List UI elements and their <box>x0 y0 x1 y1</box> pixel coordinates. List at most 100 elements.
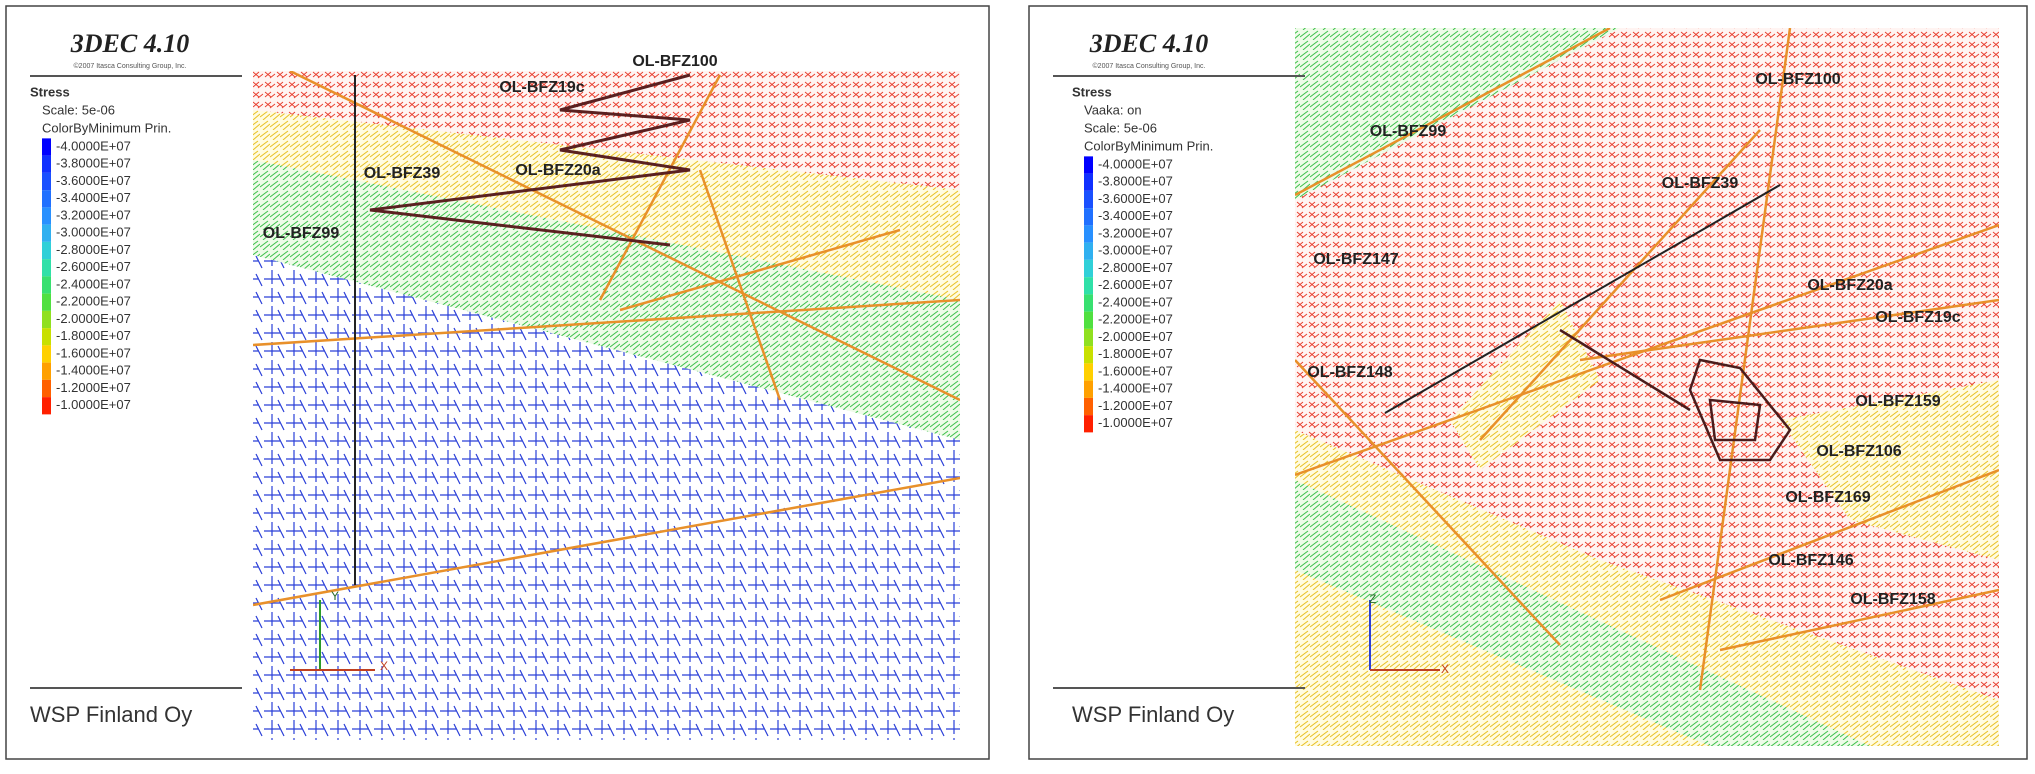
axis-label: Y <box>331 589 339 603</box>
colorbar-label: -2.8000E+07 <box>56 242 131 257</box>
colorbar-swatch <box>42 207 51 225</box>
axis-label: Z <box>1369 592 1376 606</box>
colorbar-label: -2.8000E+07 <box>1098 260 1173 275</box>
colorbar-swatch <box>1084 380 1093 398</box>
colorbar-label: -1.8000E+07 <box>1098 346 1173 361</box>
zone-label: OL-BFZ99 <box>263 225 340 242</box>
colorbar-swatch <box>1084 225 1093 243</box>
colorbar-label: -3.0000E+07 <box>1098 243 1173 258</box>
colorbar-label: -1.0000E+07 <box>1098 415 1173 430</box>
colorbar-swatch <box>1084 346 1093 364</box>
colorbar-swatch <box>1084 190 1093 209</box>
colorbar-swatch <box>1084 277 1093 295</box>
zone-label: OL-BFZ158 <box>1850 591 1935 608</box>
app-title: 3DEC 4.10 <box>1089 29 1208 58</box>
zone-label: OL-BFZ148 <box>1307 364 1392 381</box>
colorbar-swatch <box>42 379 51 398</box>
colorbar-swatch <box>1084 259 1093 278</box>
colorbar-swatch <box>42 293 51 311</box>
colorbar-swatch <box>42 345 51 363</box>
zone-label: OL-BFZ39 <box>364 165 441 182</box>
colorbar-swatch <box>42 276 51 294</box>
zone-label: OL-BFZ100 <box>632 53 717 70</box>
colorbar-label: -1.2000E+07 <box>1098 398 1173 413</box>
zone-label: OL-BFZ147 <box>1313 251 1398 268</box>
zone-label: OL-BFZ19c <box>1875 309 1960 326</box>
colorbar-swatch <box>1084 311 1093 329</box>
zone-label: OL-BFZ159 <box>1855 393 1940 410</box>
colorbar-label: -3.4000E+07 <box>1098 208 1173 223</box>
colorbar-label: -2.2000E+07 <box>1098 312 1173 327</box>
colorbar-label: -3.2000E+07 <box>1098 225 1173 240</box>
zone-label: OL-BFZ19c <box>499 79 584 96</box>
zone-label: OL-BFZ20a <box>1807 277 1892 294</box>
zone-label: OL-BFZ99 <box>1370 123 1447 140</box>
legend-line: Scale: 5e-06 <box>42 102 115 117</box>
colorbar-swatch <box>1084 156 1093 174</box>
colorbar-label: -2.6000E+07 <box>1098 277 1173 292</box>
axis-label: X <box>380 659 388 673</box>
colorbar-label: -3.6000E+07 <box>56 173 131 188</box>
colorbar-swatch <box>1084 242 1093 260</box>
axis-label: X <box>1441 662 1449 676</box>
model-view <box>253 71 960 740</box>
colorbar-swatch <box>1084 173 1093 191</box>
colorbar-swatch <box>42 362 51 380</box>
colorbar-label: -1.2000E+07 <box>56 380 131 395</box>
legend-line: Scale: 5e-06 <box>1084 120 1157 135</box>
footer: WSP Finland Oy <box>1072 702 1234 727</box>
colorbar-label: -3.4000E+07 <box>56 190 131 205</box>
footer: WSP Finland Oy <box>30 702 192 727</box>
colorbar-label: -2.0000E+07 <box>56 311 131 326</box>
colorbar-label: -1.4000E+07 <box>56 363 131 378</box>
colorbar-swatch <box>42 172 51 191</box>
colorbar-swatch <box>1084 328 1093 347</box>
colorbar-label: -1.4000E+07 <box>1098 381 1173 396</box>
zone-label: OL-BFZ146 <box>1768 552 1853 569</box>
colorbar-label: -3.0000E+07 <box>56 225 131 240</box>
colorbar-swatch <box>42 241 51 260</box>
colorbar-label: -1.8000E+07 <box>56 328 131 343</box>
colorbar-label: -2.4000E+07 <box>1098 294 1173 309</box>
colorbar-swatch <box>42 259 51 277</box>
copyright: ©2007 Itasca Consulting Group, Inc. <box>74 62 187 70</box>
legend-title: Stress <box>1072 84 1112 99</box>
colorbar-swatch <box>42 328 51 346</box>
colorbar-label: -2.2000E+07 <box>56 294 131 309</box>
colorbar-swatch <box>42 224 51 242</box>
colorbar-label: -4.0000E+07 <box>56 138 131 153</box>
colorbar-swatch <box>42 138 51 156</box>
colorbar-label: -2.0000E+07 <box>1098 329 1173 344</box>
colorbar-label: -1.0000E+07 <box>56 397 131 412</box>
colorbar-swatch <box>1084 294 1093 312</box>
colorbar-swatch <box>42 310 51 329</box>
colorbar-swatch <box>1084 363 1093 381</box>
colorbar-label: -4.0000E+07 <box>1098 156 1173 171</box>
legend-title: Stress <box>30 84 70 99</box>
colorbar-label: -3.8000E+07 <box>1098 174 1173 189</box>
app-title: 3DEC 4.10 <box>70 29 189 58</box>
colorbar-label: -1.6000E+07 <box>56 345 131 360</box>
colorbar-swatch <box>42 155 51 173</box>
colorbar-label: -3.8000E+07 <box>56 156 131 171</box>
legend-line: ColorByMinimum Prin. <box>42 120 171 135</box>
zone-label: OL-BFZ106 <box>1816 443 1901 460</box>
zone-label: OL-BFZ169 <box>1785 489 1870 506</box>
colorbar-swatch <box>1084 208 1093 226</box>
colorbar-swatch <box>1084 397 1093 416</box>
zone-label: OL-BFZ100 <box>1755 71 1840 88</box>
model-view <box>1295 28 1999 746</box>
colorbar-label: -1.6000E+07 <box>1098 363 1173 378</box>
legend-line: Vaaka: on <box>1084 102 1142 117</box>
colorbar-label: -2.4000E+07 <box>56 276 131 291</box>
zone-label: OL-BFZ20a <box>515 162 600 179</box>
colorbar-swatch <box>42 190 51 208</box>
colorbar-label: -3.2000E+07 <box>56 207 131 222</box>
legend-line: ColorByMinimum Prin. <box>1084 138 1213 153</box>
copyright: ©2007 Itasca Consulting Group, Inc. <box>1093 62 1206 70</box>
zone-label: OL-BFZ39 <box>1662 175 1739 192</box>
colorbar-swatch <box>42 397 51 415</box>
colorbar-swatch <box>1084 415 1093 433</box>
colorbar-label: -2.6000E+07 <box>56 259 131 274</box>
